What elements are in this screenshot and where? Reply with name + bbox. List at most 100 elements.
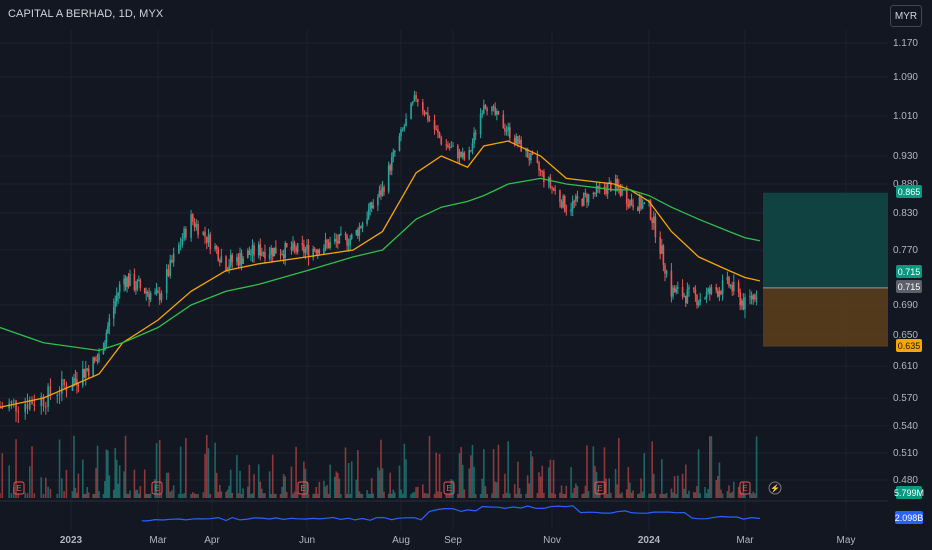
candle-body [262, 252, 265, 254]
volume-bar [427, 493, 429, 498]
volume-bar [437, 491, 439, 498]
candle-body [594, 192, 596, 194]
volume-bar [659, 493, 661, 498]
candle-body [531, 153, 534, 155]
candle-body [271, 247, 274, 257]
candle-body [629, 200, 631, 207]
candle-body [76, 379, 78, 385]
candle-body [31, 399, 33, 404]
volume-bar [127, 493, 130, 498]
volume-bar [688, 490, 690, 498]
volume-bar [209, 493, 212, 498]
candle-body [96, 360, 99, 362]
volume-bar [538, 472, 540, 498]
volume-bar [560, 485, 563, 498]
candle-body [754, 294, 756, 300]
candle-body [538, 162, 540, 171]
candle-body [458, 151, 461, 159]
volume-bar [492, 449, 495, 498]
volume-bar [559, 492, 561, 498]
candle-body [605, 189, 607, 194]
earnings-marker-icon [443, 481, 455, 495]
volume-bar [61, 478, 63, 498]
candle-body [592, 192, 595, 194]
candle-body [445, 144, 448, 146]
candle-body [264, 252, 266, 259]
volume-bar [381, 468, 384, 498]
candle-body [729, 285, 732, 287]
volume-bar [686, 493, 689, 498]
candle-body [457, 145, 459, 159]
candle-body [494, 107, 496, 115]
candle-body [240, 253, 243, 265]
volume-bar [145, 493, 148, 498]
volume-bar [440, 491, 443, 498]
volume-bar [583, 493, 585, 498]
candle-body [259, 244, 262, 256]
candle-body [337, 241, 339, 244]
volume-badge-label: 5.799M [894, 488, 924, 498]
volume-bar [461, 464, 464, 498]
volume-bar [520, 493, 522, 498]
volume-bar [143, 469, 146, 498]
candle-body [83, 368, 86, 378]
candle-body [543, 171, 545, 183]
candle-body [530, 153, 532, 161]
volume-bar [504, 473, 506, 498]
volume-bar [595, 471, 598, 498]
candle-body [102, 350, 105, 355]
volume-bar [102, 493, 105, 498]
currency-button[interactable]: MYR [890, 5, 922, 27]
volume-bar [92, 494, 94, 498]
volume-bar [42, 493, 45, 498]
candle-body [169, 259, 171, 276]
price-tick-label: 0.610 [893, 361, 918, 372]
volume-bar [416, 486, 419, 498]
volume-bar [694, 492, 697, 498]
candle-body [45, 406, 47, 408]
candle-body [157, 290, 159, 293]
candle-body [190, 214, 192, 238]
volume-bar [733, 481, 735, 498]
candle-body [185, 228, 187, 238]
volume-bar [237, 493, 240, 498]
volume-bar [415, 487, 417, 498]
candle-body [525, 148, 527, 152]
price-tick-label: 0.930 [893, 151, 918, 162]
volume-bar [539, 476, 542, 498]
candle-body [502, 114, 505, 129]
volume-bar [435, 452, 438, 498]
candle-body [718, 291, 721, 297]
candle-body [24, 403, 26, 413]
volume-bar [513, 484, 516, 498]
candle-body [662, 245, 665, 265]
earnings-marker-icon [594, 481, 606, 495]
volume-bar [603, 447, 606, 498]
volume-bar [629, 482, 631, 498]
candle-body [295, 247, 297, 252]
volume-bar [570, 466, 572, 498]
candle-body [146, 292, 149, 294]
volume-bar [400, 489, 402, 498]
volume-bar [474, 493, 477, 498]
candle-body [105, 332, 108, 344]
volume-bar [169, 491, 171, 498]
volume-bar [154, 479, 156, 498]
volume-bar [84, 493, 87, 498]
candle-body [423, 111, 426, 115]
volume-bar [640, 478, 642, 498]
volume-bar [616, 484, 618, 498]
candle-body [416, 99, 419, 103]
candle-body [117, 292, 119, 296]
volume-bar [264, 493, 266, 498]
volume-bar [192, 492, 194, 498]
volume-bar [483, 449, 485, 498]
candle-body [236, 257, 238, 262]
volume-bar [290, 466, 293, 498]
volume-bar [73, 435, 75, 498]
volume-bar [306, 481, 308, 498]
price-tick-label: 0.480 [893, 475, 918, 486]
candle-body [261, 252, 263, 256]
volume-bar [752, 491, 755, 498]
